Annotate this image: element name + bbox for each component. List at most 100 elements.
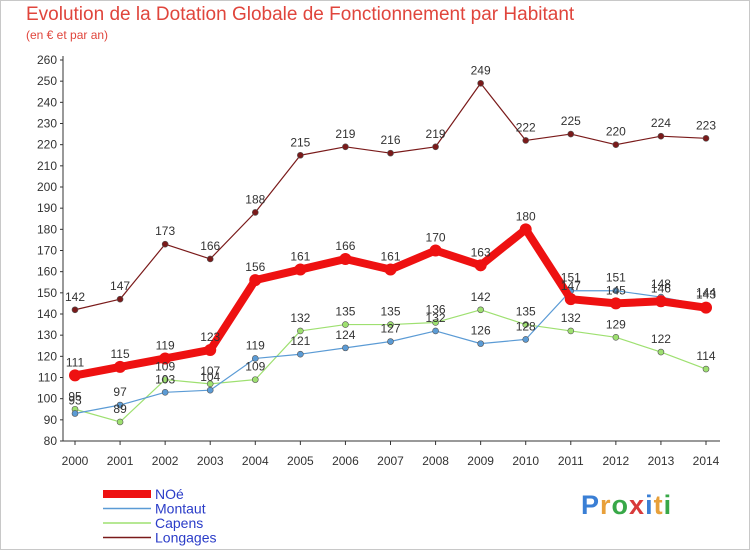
legend-label-montaut: Montaut [155, 501, 206, 517]
data-label-montaut: 119 [246, 338, 265, 352]
data-point-montaut [206, 386, 214, 394]
legend-label-longages: Longages [155, 530, 217, 546]
data-label-capens: 135 [380, 305, 400, 319]
chart-subtitle: (en € et par an) [26, 28, 109, 42]
data-label-no-: 111 [66, 355, 85, 369]
data-point-longages [567, 130, 575, 138]
data-point-longages [612, 141, 620, 148]
data-label-longages: 188 [245, 192, 265, 206]
data-label-longages: 216 [380, 133, 400, 147]
data-label-montaut: 132 [426, 311, 446, 325]
data-point-longages [522, 137, 530, 144]
data-label-capens: 132 [290, 311, 310, 325]
data-point-longages [297, 151, 304, 159]
logo-letter: i [663, 490, 673, 520]
data-label-longages: 223 [696, 118, 716, 132]
data-point-capens [116, 418, 124, 426]
y-tick-label: 90 [44, 413, 58, 427]
data-label-capens: 135 [516, 305, 536, 319]
data-label-capens: 107 [200, 364, 220, 378]
data-point-capens [206, 380, 214, 388]
data-point-montaut [116, 401, 124, 409]
logo-letter: P [581, 490, 601, 520]
data-label-no-: 170 [426, 231, 446, 245]
y-tick-label: 210 [37, 159, 57, 173]
data-point-longages [387, 149, 394, 157]
data-point-no- [159, 352, 172, 365]
data-point-capens [477, 306, 484, 314]
data-label-montaut: 93 [68, 393, 82, 407]
data-label-montaut: 151 [561, 271, 581, 285]
data-label-montaut: 104 [200, 370, 220, 384]
data-label-montaut: 97 [113, 385, 127, 399]
data-label-no-: 163 [471, 245, 491, 259]
logo-letter: r [600, 490, 612, 520]
y-tick-label: 130 [37, 328, 57, 342]
data-point-montaut [251, 355, 259, 362]
data-label-no-: 123 [200, 330, 220, 344]
x-tick-label: 2008 [422, 454, 449, 468]
data-point-no- [384, 263, 397, 276]
logo-letter: o [611, 490, 630, 520]
data-point-longages [161, 240, 169, 248]
data-point-longages [116, 295, 124, 303]
data-point-montaut [477, 340, 484, 347]
data-label-no-: 161 [380, 250, 400, 264]
data-point-capens [567, 327, 575, 335]
data-point-no- [429, 244, 442, 257]
y-tick-label: 160 [37, 265, 57, 279]
y-tick-label: 230 [37, 117, 57, 131]
chart-title: Evolution de la Dotation Globale de Fonc… [26, 4, 575, 25]
x-tick-label: 2007 [377, 454, 404, 468]
data-label-montaut: 124 [335, 328, 355, 342]
data-point-capens [342, 321, 349, 328]
x-tick-label: 2009 [467, 454, 494, 468]
data-point-no- [654, 295, 667, 308]
y-tick-label: 250 [37, 74, 57, 88]
data-label-longages: 222 [516, 120, 536, 134]
data-point-capens [522, 321, 530, 328]
data-point-no- [474, 259, 487, 272]
data-label-capens: 132 [561, 311, 581, 325]
data-point-no- [339, 252, 352, 265]
y-tick-label: 120 [37, 349, 57, 363]
data-label-no-: 145 [606, 283, 626, 297]
data-point-no- [700, 301, 712, 314]
legend-label-no-: NOé [155, 486, 184, 502]
data-point-longages [251, 209, 259, 216]
data-label-capens: 95 [68, 389, 82, 403]
data-point-capens [702, 365, 710, 373]
y-tick-label: 180 [37, 222, 57, 236]
data-point-montaut [612, 287, 620, 295]
data-point-longages [477, 79, 484, 87]
proxiti-logo: Proxiti [581, 490, 672, 521]
data-point-longages [657, 132, 665, 140]
y-tick-label: 200 [37, 180, 57, 194]
y-tick-label: 110 [38, 371, 57, 385]
data-label-montaut: 126 [471, 324, 491, 338]
x-tick-label: 2003 [197, 454, 224, 468]
data-point-capens [432, 319, 439, 326]
data-label-no-: 143 [696, 288, 716, 302]
data-label-no-: 147 [561, 279, 581, 293]
data-point-no- [294, 263, 307, 276]
data-label-no-: 115 [111, 347, 130, 361]
data-label-no-: 156 [245, 260, 265, 274]
data-point-montaut [297, 350, 304, 358]
data-label-montaut: 128 [516, 319, 536, 333]
data-label-no-: 166 [335, 239, 355, 253]
data-label-montaut: 127 [380, 322, 400, 336]
x-tick-label: 2013 [648, 454, 675, 468]
data-label-longages: 173 [155, 224, 175, 238]
data-point-longages [702, 135, 710, 142]
x-tick-label: 2005 [287, 454, 314, 468]
y-tick-label: 140 [37, 307, 57, 321]
data-label-longages: 219 [335, 127, 355, 141]
data-point-longages [432, 143, 439, 151]
data-point-no- [564, 293, 577, 306]
data-label-montaut: 144 [696, 286, 716, 300]
data-point-capens [387, 321, 394, 328]
data-label-montaut: 151 [606, 271, 626, 285]
